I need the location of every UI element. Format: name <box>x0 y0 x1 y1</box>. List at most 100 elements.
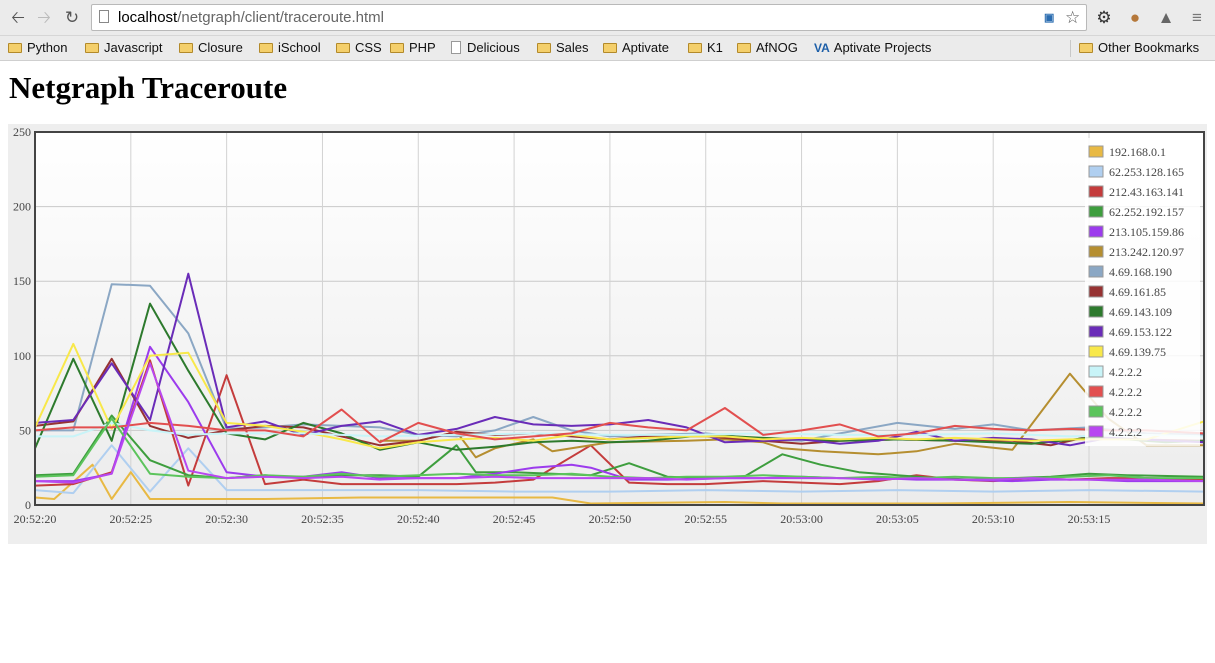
y-tick-label: 150 <box>13 274 31 288</box>
bookmarks-bar: Python Javascript Closure iSchool CSS PH… <box>0 36 1215 61</box>
bookmark-label: Javascript <box>104 40 163 55</box>
legend-label: 4.2.2.2 <box>1109 385 1142 399</box>
bookmark-label: Delicious <box>467 40 520 55</box>
legend-label: 4.2.2.2 <box>1109 425 1142 439</box>
y-tick-label: 50 <box>19 423 31 437</box>
legend-label: 213.105.159.86 <box>1109 225 1184 239</box>
x-tick-label: 20:53:00 <box>780 512 823 526</box>
legend-label: 4.69.168.190 <box>1109 265 1172 279</box>
x-tick-label: 20:53:10 <box>972 512 1015 526</box>
reload-icon[interactable]: ↻ <box>64 8 80 27</box>
page-icon <box>451 41 461 54</box>
y-tick-label: 200 <box>13 200 31 214</box>
bookmark-aptivate-projects[interactable]: VA Aptivate Projects <box>814 39 931 57</box>
legend-swatch <box>1088 225 1104 238</box>
bookmark-label: K1 <box>707 40 723 55</box>
folder-icon <box>336 43 350 53</box>
bookmark-label: PHP <box>409 40 436 55</box>
x-tick-label: 20:53:05 <box>876 512 919 526</box>
x-tick-label: 20:52:35 <box>301 512 344 526</box>
y-tick-label: 0 <box>25 498 31 512</box>
folder-icon <box>179 43 193 53</box>
legend-swatch <box>1088 405 1104 418</box>
legend-label: 4.69.143.109 <box>1109 305 1172 319</box>
bookmark-aptivate[interactable]: Aptivate <box>603 39 669 57</box>
legend-swatch <box>1088 325 1104 338</box>
url-text[interactable]: localhost/netgraph/client/traceroute.htm… <box>118 9 384 26</box>
chart-svg: 0 50 100 150 200 250 20:52:20 20:52:25 20:52:30 2… <box>13 125 1205 526</box>
series-line <box>34 444 1205 495</box>
back-arrow-icon[interactable]: 🡠 <box>11 8 25 27</box>
traceroute-chart: 0 50 100 150 200 250 20:52:20 20:52:25 20:52:30 2… <box>8 124 1207 544</box>
legend-label: 62.252.192.157 <box>1109 205 1184 219</box>
legend-swatch <box>1088 185 1104 198</box>
axes-frame <box>34 131 1205 506</box>
bookmark-css[interactable]: CSS <box>336 39 382 57</box>
gear-icon[interactable]: ⚙ <box>1096 8 1112 27</box>
series-line <box>34 342 1205 450</box>
series-line <box>34 362 1205 484</box>
x-tick-label: 20:53:15 <box>1068 512 1111 526</box>
folder-icon <box>259 43 273 53</box>
bookmark-label: Aptivate Projects <box>833 40 932 55</box>
y-tick-label: 250 <box>13 125 31 139</box>
x-tick-label: 20:52:40 <box>397 512 440 526</box>
x-tick-label: 20:52:50 <box>589 512 632 526</box>
plot-area <box>35 132 1204 505</box>
series-line <box>34 302 1205 451</box>
bookmark-label: Sales <box>556 40 589 55</box>
bookmark-javascript[interactable]: Javascript <box>85 39 163 57</box>
legend-swatch <box>1088 365 1104 378</box>
forward-arrow-icon[interactable]: 🡢 <box>37 8 51 27</box>
menu-icon[interactable]: ≡ <box>1192 8 1202 27</box>
other-bookmarks[interactable]: Other Bookmarks <box>1079 39 1199 57</box>
address-bar[interactable]: localhost/netgraph/client/traceroute.htm… <box>91 4 1087 31</box>
folder-icon <box>537 43 551 53</box>
va-icon: VA <box>814 41 830 55</box>
folder-icon <box>1079 43 1093 53</box>
legend-label: 4.69.161.85 <box>1109 285 1166 299</box>
html-validator-icon[interactable]: ▣ <box>1044 12 1055 24</box>
bookmark-label: AfNOG <box>756 40 798 55</box>
cookie-icon[interactable]: ● <box>1129 8 1141 27</box>
page-icon <box>99 10 109 23</box>
legend-swatch <box>1088 165 1104 178</box>
legend-swatch <box>1088 145 1104 158</box>
legend-swatch <box>1088 345 1104 358</box>
bookmark-label: CSS <box>355 40 382 55</box>
tag-icon[interactable]: ▲ <box>1157 8 1175 27</box>
folder-icon <box>390 43 404 53</box>
other-bookmarks-label: Other Bookmarks <box>1098 40 1200 55</box>
x-tick-label: 20:52:45 <box>493 512 536 526</box>
legend-label: 4.69.139.75 <box>1109 345 1166 359</box>
folder-icon <box>603 43 617 53</box>
legend-swatch <box>1088 265 1104 278</box>
page-title: Netgraph Traceroute <box>9 70 288 105</box>
bookmark-k1[interactable]: K1 <box>688 39 723 57</box>
bookmark-sales[interactable]: Sales <box>537 39 589 57</box>
url-path: /netgraph/client/traceroute.html <box>177 9 384 26</box>
legend-label: 213.242.120.97 <box>1109 245 1184 259</box>
legend-label: 62.253.128.165 <box>1109 165 1184 179</box>
bookmark-php[interactable]: PHP <box>390 39 436 57</box>
legend-swatch <box>1088 285 1104 298</box>
folder-icon <box>688 43 702 53</box>
bookmark-python[interactable]: Python <box>8 39 67 57</box>
legend-label: 4.2.2.2 <box>1109 405 1142 419</box>
folder-icon <box>85 43 99 53</box>
bookmark-label: Aptivate <box>622 40 669 55</box>
series-line <box>380 372 1204 459</box>
bookmark-ischool[interactable]: iSchool <box>259 39 321 57</box>
legend-label: 4.2.2.2 <box>1109 365 1142 379</box>
bookmark-afnog[interactable]: AfNOG <box>737 39 798 57</box>
folder-icon <box>8 43 22 53</box>
bookmark-label: Python <box>27 40 68 55</box>
series-line <box>34 407 1205 444</box>
bookmark-label: Closure <box>198 40 243 55</box>
bookmark-delicious[interactable]: Delicious <box>451 39 520 57</box>
legend-swatch <box>1088 245 1104 258</box>
x-tick-label: 20:52:30 <box>205 512 248 526</box>
legend-swatch <box>1088 385 1104 398</box>
bookmark-closure[interactable]: Closure <box>179 39 243 57</box>
star-icon[interactable]: ☆ <box>1065 8 1081 27</box>
